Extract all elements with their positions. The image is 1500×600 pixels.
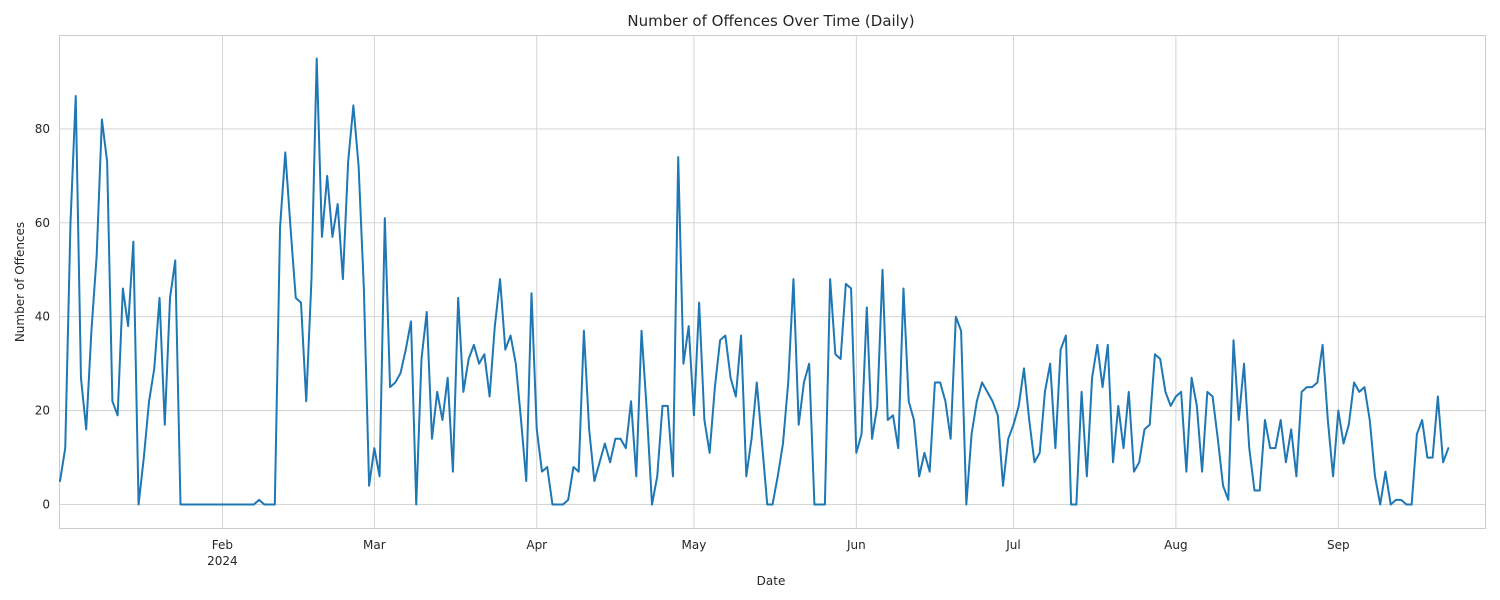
x-tick-label: Sep [1327, 538, 1350, 552]
x-tick-year-label: 2024 [207, 554, 238, 568]
series-line [59, 57, 1450, 506]
y-tick-label: 0 [42, 498, 50, 512]
y-tick-label: 60 [35, 216, 50, 230]
plot-frame [59, 35, 1486, 529]
y-tick-label: 20 [35, 404, 50, 418]
x-tick-label: Jul [1005, 538, 1020, 552]
y-tick-labels: 0 20 40 60 80 [35, 122, 50, 512]
x-axis-label: Date [757, 574, 786, 588]
chart-title: Number of Offences Over Time (Daily) [627, 12, 914, 30]
x-tick-label: Apr [526, 538, 547, 552]
x-tick-labels: Feb 2024 Mar Apr May Jun Jul Aug Sep [207, 538, 1349, 568]
x-tick-label: Aug [1164, 538, 1187, 552]
x-tick-label: Jun [846, 538, 866, 552]
y-axis-label: Number of Offences [13, 222, 27, 342]
y-tick-label: 40 [35, 310, 50, 324]
y-tick-label: 80 [35, 122, 50, 136]
x-tick-label: Mar [363, 538, 386, 552]
series-group [59, 57, 1450, 506]
x-gridlines [221, 35, 1339, 528]
x-tick-label: Feb [212, 538, 233, 552]
x-tick-label: May [682, 538, 707, 552]
